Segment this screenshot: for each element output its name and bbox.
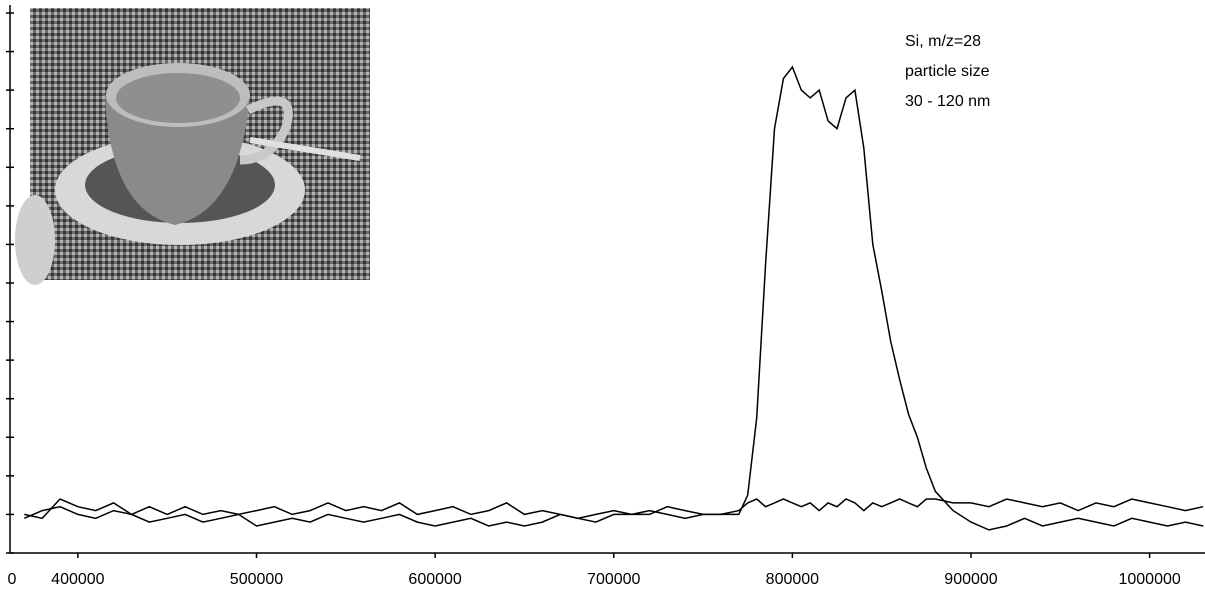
photo-inset xyxy=(15,8,370,285)
x-tick-label: 800000 xyxy=(766,571,819,588)
x-tick-label: 1000000 xyxy=(1118,571,1180,588)
x-tick-label: 600000 xyxy=(408,571,461,588)
x-axis-start-label: 0 xyxy=(8,571,17,588)
x-tick-label: 900000 xyxy=(944,571,997,588)
annotation-line: 30 - 120 nm xyxy=(905,93,990,110)
annotation-line: particle size xyxy=(905,63,990,80)
x-tick-label: 400000 xyxy=(51,571,104,588)
annotation-line: Si, m/z=28 xyxy=(905,33,981,50)
x-tick-label: 500000 xyxy=(230,571,283,588)
x-tick-label: 700000 xyxy=(587,571,640,588)
series-line xyxy=(24,498,1204,520)
